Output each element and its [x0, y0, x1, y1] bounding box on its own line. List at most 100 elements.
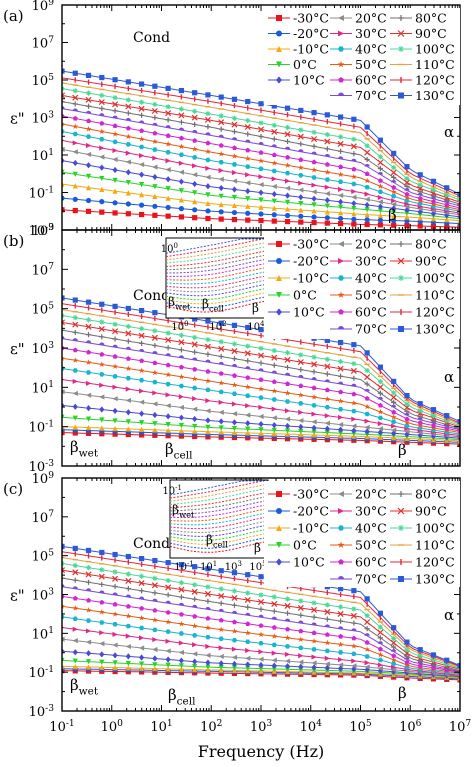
data-point [152, 575, 158, 581]
data-point [364, 666, 370, 673]
y-tick-label: 10-1 [29, 185, 54, 201]
series-110°C [62, 82, 460, 199]
data-point [311, 151, 317, 155]
x-axis-label: Frequency (Hz) [198, 742, 325, 761]
legend-marker [276, 275, 282, 281]
data-point [152, 203, 158, 209]
y-tick-label: 103 [32, 587, 55, 603]
data-point [205, 215, 211, 222]
data-point [258, 133, 264, 140]
legend-item: 20°C [330, 237, 387, 252]
data-point [85, 323, 92, 330]
series-100°C [62, 312, 460, 429]
data-point [192, 199, 198, 205]
data-point [324, 363, 331, 370]
data-point [271, 662, 277, 669]
data-point [338, 657, 344, 663]
data-point [99, 630, 105, 636]
y-tick-label-exp: 1 [48, 626, 54, 636]
data-point [112, 101, 119, 108]
x-tick-label-base: 10 [200, 720, 217, 735]
data-point [125, 346, 131, 350]
data-point [139, 573, 145, 579]
legend-item: 80°C [390, 487, 447, 502]
inset-y-tick-label-exp: -1 [175, 484, 182, 492]
data-point [99, 74, 105, 81]
legend-marker [337, 60, 345, 68]
data-point [85, 359, 92, 365]
data-point [125, 603, 131, 609]
data-point [99, 209, 105, 215]
data-point [192, 172, 198, 178]
data-point [178, 414, 184, 421]
inset-series-line [165, 258, 267, 274]
data-point [404, 206, 410, 214]
data-point [258, 197, 264, 203]
y-tick-label-exp: 3 [48, 587, 54, 597]
inset-series-line [165, 271, 267, 285]
data-point [391, 209, 397, 215]
legend-item: 30°C [330, 26, 387, 41]
data-point [338, 662, 344, 668]
legend-label: 120°C [415, 73, 455, 88]
inset-beta-annotation: β [254, 541, 261, 555]
data-point [125, 409, 131, 416]
data-point [99, 406, 105, 413]
cond-annotation: Cond [133, 536, 170, 552]
legend-item: 50°C [330, 57, 387, 72]
panel-label: (b) [3, 232, 24, 250]
data-point [165, 662, 171, 668]
data-point [125, 330, 132, 337]
y-tick-label-exp: 9 [48, 223, 54, 233]
data-point [205, 417, 211, 424]
inset-series-line [165, 288, 267, 301]
data-point [324, 430, 330, 436]
data-point [139, 410, 145, 417]
data-point [112, 177, 118, 184]
data-point [284, 602, 291, 609]
data-point [444, 418, 450, 424]
data-point [311, 638, 318, 644]
data-point [364, 217, 370, 223]
data-point [417, 189, 423, 195]
data-point [85, 650, 92, 657]
data-point [192, 564, 198, 570]
y-tick-label-base: 10 [32, 511, 49, 526]
data-point [165, 609, 171, 615]
data-point [85, 208, 92, 214]
data-point [403, 661, 410, 668]
data-point [391, 661, 397, 666]
data-point [85, 125, 92, 132]
data-point [125, 211, 131, 217]
data-point [298, 374, 304, 378]
legend-item: 100°C [390, 42, 455, 57]
data-point [139, 605, 145, 611]
data-point [99, 620, 105, 625]
inset-series-line [165, 238, 266, 254]
data-point [139, 144, 145, 150]
data-point [72, 626, 78, 632]
data-point [218, 636, 224, 642]
data-point [338, 633, 344, 639]
legend-label: 20°C [355, 11, 387, 26]
data-point [350, 367, 357, 374]
inset-x-tick-label-base: 10 [247, 322, 260, 333]
data-point [192, 190, 198, 196]
data-point [391, 165, 397, 171]
data-point [258, 427, 264, 433]
legend-label: 130°C [415, 88, 455, 103]
y-tick-label-base: 10 [29, 705, 46, 720]
data-point [430, 187, 437, 193]
data-point [258, 649, 264, 655]
data-point [457, 191, 460, 197]
data-point [404, 647, 410, 653]
data-point [284, 162, 291, 168]
data-point [192, 423, 198, 430]
data-point [324, 337, 330, 343]
data-point [192, 633, 198, 638]
legend-item: 20°C [330, 487, 387, 502]
data-point [85, 639, 92, 645]
data-point [62, 429, 65, 436]
data-point [72, 569, 79, 576]
